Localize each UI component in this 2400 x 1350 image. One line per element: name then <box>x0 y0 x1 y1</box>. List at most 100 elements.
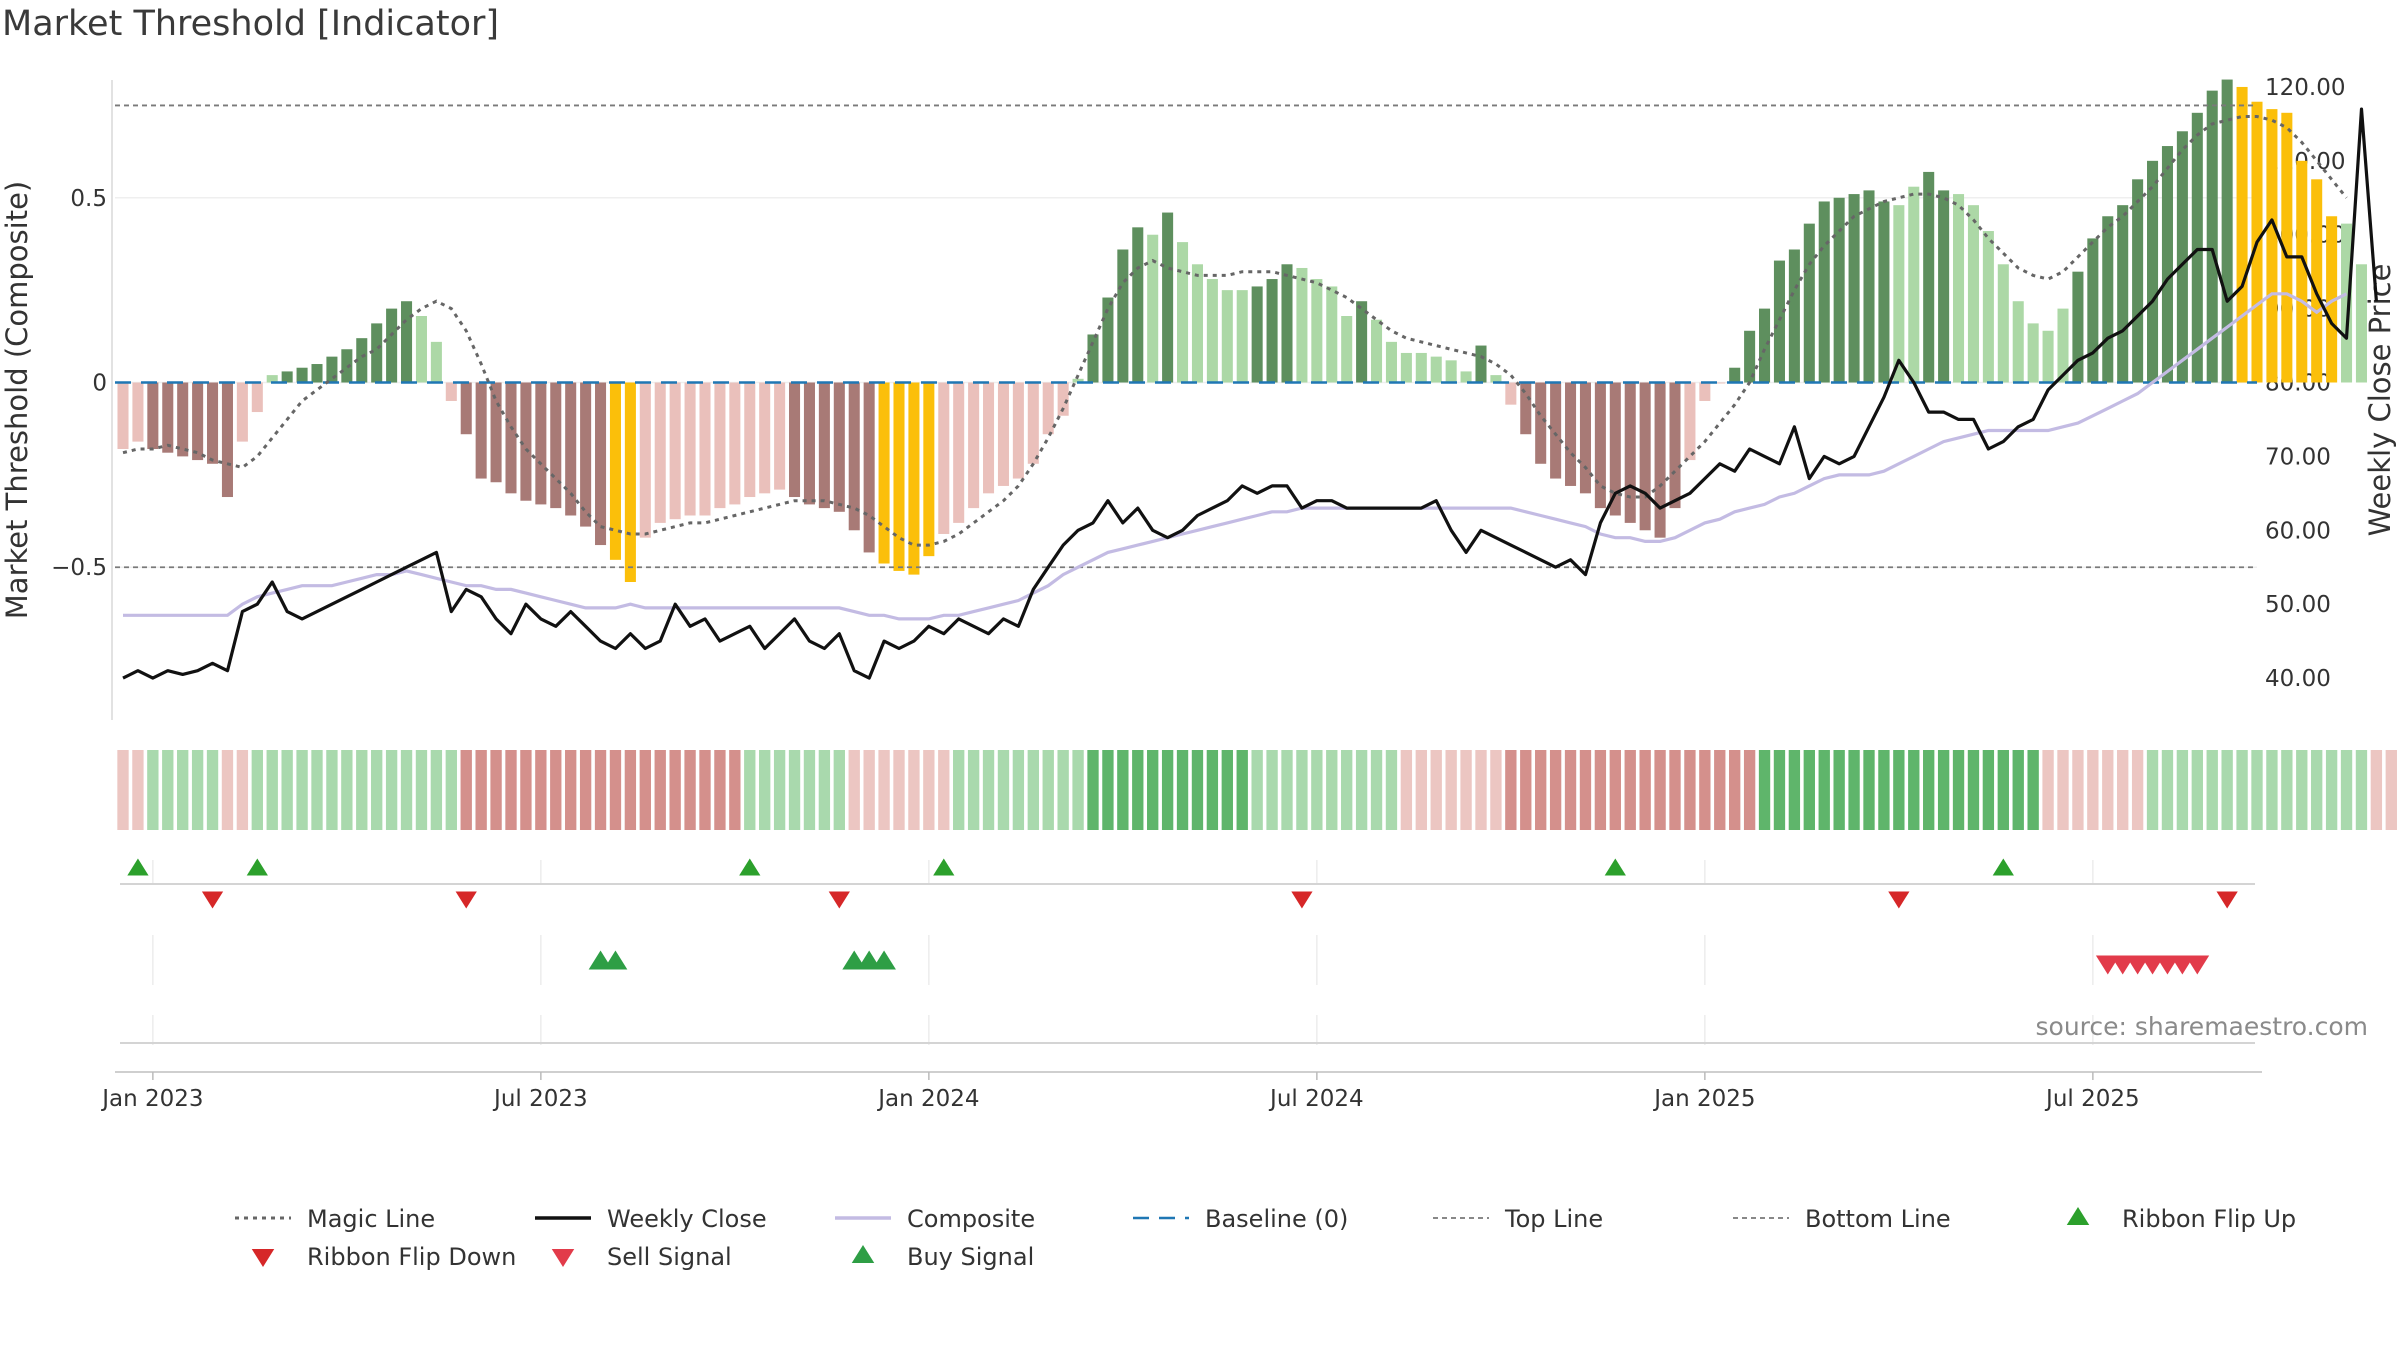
ribbon-cell <box>2087 750 2099 830</box>
ribbon-cell <box>594 750 607 830</box>
ribbon-cell <box>923 750 935 830</box>
ribbon-cell <box>177 750 189 830</box>
histogram-bar <box>311 364 323 383</box>
x-tick-label: Jan 2025 <box>1652 1086 1755 1112</box>
histogram-bar <box>535 382 547 505</box>
ribbon-cell <box>2251 750 2263 830</box>
histogram-bar <box>997 382 1009 486</box>
ribbon-flip-down-marker <box>828 891 850 909</box>
histogram-bar <box>1684 382 1696 461</box>
histogram-bar <box>968 382 980 509</box>
histogram-bar <box>1579 382 1591 494</box>
ribbon-cell <box>1564 750 1577 830</box>
histogram-bar <box>1520 382 1532 435</box>
histogram-bar <box>251 382 263 413</box>
buy-signal-marker <box>842 950 867 970</box>
ribbon-flip-up-marker <box>127 858 149 876</box>
ribbon-cell <box>1430 750 1442 830</box>
ribbon-cell <box>1624 750 1636 830</box>
x-tick-label: Jan 2023 <box>100 1086 203 1112</box>
ribbon-cell <box>2102 750 2114 830</box>
ribbon-cell <box>1848 750 1860 830</box>
ribbon-cell <box>982 750 995 830</box>
legend-item: Baseline (0) <box>1133 1205 1348 1233</box>
histogram-bar <box>1773 260 1785 383</box>
ribbon-cell <box>1251 750 1263 830</box>
histogram-bar <box>803 382 815 505</box>
ribbon-cell <box>1191 750 1204 830</box>
ribbon-cell <box>1684 750 1696 830</box>
ribbon-cell <box>1296 750 1308 830</box>
histogram-bar <box>1162 212 1174 383</box>
ribbon-cell <box>2146 750 2159 830</box>
ribbon-cell <box>714 750 726 830</box>
ribbon-cell <box>967 750 980 830</box>
ribbon-flip-down-marker <box>2216 891 2238 909</box>
ribbon-cell <box>863 750 875 830</box>
histogram-bar <box>1221 290 1233 383</box>
histogram-bar <box>520 382 532 501</box>
ribbon-cell <box>1161 750 1174 830</box>
histogram-bar <box>2266 109 2278 383</box>
legend-label: Ribbon Flip Down <box>307 1243 516 1271</box>
histogram-bar <box>1639 382 1651 531</box>
histogram-bar <box>1281 264 1293 383</box>
legend-triangle-up-icon <box>851 1245 875 1263</box>
ribbon-cell <box>1594 750 1607 830</box>
ribbon-cell <box>2236 750 2248 830</box>
histogram-bar <box>1251 286 1263 383</box>
histogram-bar <box>2087 238 2099 383</box>
histogram-bar <box>1908 186 1920 383</box>
ribbon-cell <box>624 750 637 830</box>
ribbon-cell <box>1833 750 1845 830</box>
histogram-bar <box>1967 205 1979 383</box>
histogram-bar <box>2117 205 2129 383</box>
histogram-bar <box>1132 227 1144 383</box>
histogram-bar <box>1475 345 1487 383</box>
ribbon-cell <box>371 750 383 830</box>
histogram-bar <box>2132 179 2144 383</box>
histogram-bar <box>1371 319 1383 383</box>
sell-signal-marker <box>2095 955 2120 975</box>
legend-label: Magic Line <box>307 1205 435 1233</box>
buy-signal-marker <box>872 950 896 970</box>
histogram-bar <box>2027 323 2039 383</box>
ribbon-cell <box>1400 750 1413 830</box>
composite-line <box>123 292 2348 621</box>
right-tick-label: 120.00 <box>2265 75 2345 101</box>
histogram-bar <box>1505 382 1517 405</box>
histogram-bar <box>1057 382 1069 416</box>
ribbon-cell <box>1788 750 1801 830</box>
histogram-bar <box>2147 160 2159 383</box>
histogram-bar <box>1654 382 1666 538</box>
histogram-bar <box>1803 223 1815 383</box>
histogram-bar <box>1311 279 1323 383</box>
ribbon-cell <box>206 750 219 830</box>
histogram-bar <box>1087 334 1099 383</box>
buy-signal-marker <box>857 950 882 970</box>
histogram-bar <box>371 323 383 383</box>
ribbon-cell <box>1355 750 1368 830</box>
histogram-bar <box>2057 308 2069 383</box>
left-axis: 0.5 0 −0.5 Market Threshold (Composite) <box>0 181 107 619</box>
ribbon-cell <box>162 750 174 830</box>
ribbon-cell <box>744 750 756 830</box>
sell-signal-marker <box>2170 955 2195 975</box>
histogram-bar <box>2281 112 2293 383</box>
histogram-bar <box>714 382 726 509</box>
histogram-bar <box>117 382 129 449</box>
histogram-bar <box>1565 382 1577 486</box>
legend-label: Weekly Close <box>607 1205 767 1233</box>
weekly-close-line <box>122 107 2378 680</box>
histogram-bar <box>1878 201 1890 383</box>
ribbon-cell <box>1281 750 1293 830</box>
histogram-bar <box>729 382 741 505</box>
histogram-bar <box>759 382 771 494</box>
ribbon-cell <box>2072 750 2084 830</box>
histogram-bar <box>490 382 502 483</box>
ribbon-cell <box>1341 750 1353 830</box>
ribbon-cell <box>1266 750 1278 830</box>
legend-item: Ribbon Flip Down <box>251 1243 516 1271</box>
histogram-bar <box>1953 194 1965 383</box>
histogram-bar <box>1356 301 1368 383</box>
